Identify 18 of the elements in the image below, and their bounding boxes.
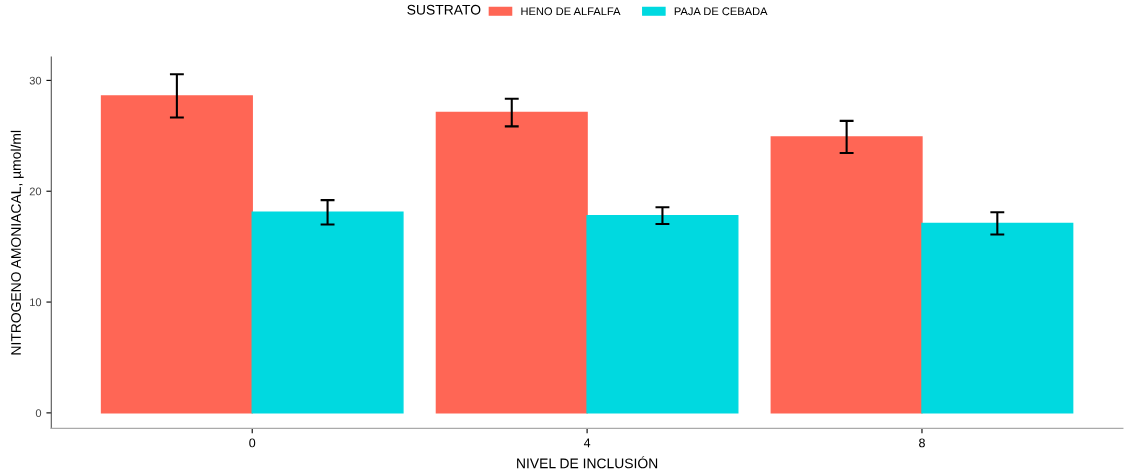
bar: [435, 111, 588, 414]
legend-label: HENO DE ALFALFA: [521, 7, 621, 16]
y-tick-label: 30: [29, 76, 42, 85]
y-tick-label: 10: [30, 298, 42, 307]
legend-title: SUSTRATO: [407, 4, 481, 15]
x-tick-label: 4: [583, 438, 591, 448]
bar: [921, 222, 1074, 414]
bar: [586, 214, 739, 414]
y-axis-title: NITROGENO AMONIACAL, µmol/ml: [10, 130, 24, 355]
legend-label: PAJA DE CEBADA: [674, 7, 768, 16]
bar: [251, 211, 404, 414]
bar: [100, 95, 253, 414]
x-axis-title: NIVEL DE INCLUSIÓN: [517, 456, 658, 469]
y-tick-label: 20: [29, 187, 42, 196]
bar: [770, 136, 923, 414]
x-tick-label: 0: [249, 438, 256, 448]
y-tick-label: 0: [35, 409, 42, 418]
x-tick-label: 8: [919, 438, 925, 448]
